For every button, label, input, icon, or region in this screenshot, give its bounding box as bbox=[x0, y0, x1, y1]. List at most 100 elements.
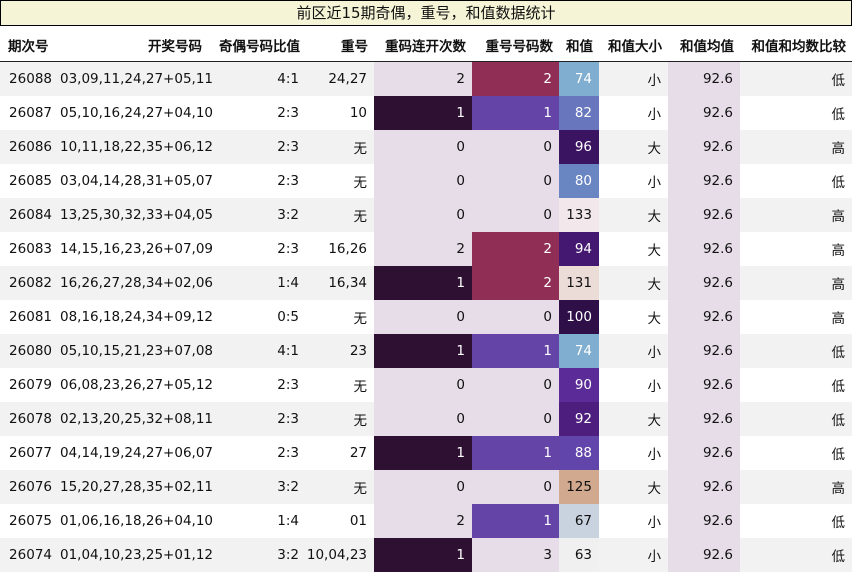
cell-issue: 26084 bbox=[0, 198, 60, 232]
cell-numbers: 03,09,11,24,27+05,11 bbox=[60, 61, 213, 96]
cell-repeat-count: 0 bbox=[472, 130, 559, 164]
cell-avg: 92.6 bbox=[668, 334, 740, 368]
cell-repeat: 无 bbox=[306, 402, 374, 436]
table-row: 26080 05,10,15,21,23+07,08 4:1 23 1 1 74 小 92.6 低 bbox=[0, 334, 852, 368]
cell-consec: 2 bbox=[374, 504, 472, 538]
cell-compare: 低 bbox=[740, 61, 852, 96]
cell-consec: 1 bbox=[374, 436, 472, 470]
cell-repeat-count: 3 bbox=[472, 538, 559, 572]
cell-ratio: 4:1 bbox=[208, 334, 306, 368]
cell-size: 小 bbox=[599, 368, 668, 402]
cell-repeat: 10 bbox=[306, 96, 374, 130]
table-title: 前区近15期奇偶，重号，和值数据统计 bbox=[0, 0, 852, 26]
cell-compare: 低 bbox=[740, 436, 852, 470]
header-compare: 和值和均数比较 bbox=[740, 28, 852, 62]
cell-repeat: 无 bbox=[306, 300, 374, 334]
cell-compare: 高 bbox=[740, 130, 852, 164]
cell-numbers: 05,10,16,24,27+04,10 bbox=[60, 96, 213, 130]
cell-numbers: 05,10,15,21,23+07,08 bbox=[60, 334, 213, 368]
cell-issue: 26076 bbox=[0, 470, 60, 504]
table-row: 26086 10,11,18,22,35+06,12 2:3 无 0 0 96 大 92.6 高 bbox=[0, 130, 852, 164]
cell-compare: 低 bbox=[740, 96, 852, 130]
cell-consec: 2 bbox=[374, 61, 472, 96]
table-row: 26083 14,15,16,23,26+07,09 2:3 16,26 2 2 94 大 92… bbox=[0, 232, 852, 266]
cell-consec: 0 bbox=[374, 368, 472, 402]
cell-compare: 低 bbox=[740, 334, 852, 368]
cell-sum: 90 bbox=[559, 368, 599, 402]
cell-sum: 100 bbox=[559, 300, 599, 334]
cell-issue: 26082 bbox=[0, 266, 60, 300]
cell-compare: 高 bbox=[740, 266, 852, 300]
cell-numbers: 03,04,14,28,31+05,07 bbox=[60, 164, 213, 198]
cell-repeat-count: 0 bbox=[472, 368, 559, 402]
cell-consec: 0 bbox=[374, 470, 472, 504]
header-consec: 重码连开次数 bbox=[374, 28, 472, 62]
cell-consec: 1 bbox=[374, 266, 472, 300]
cell-size: 大 bbox=[599, 300, 668, 334]
cell-numbers: 04,14,19,24,27+06,07 bbox=[60, 436, 213, 470]
cell-compare: 低 bbox=[740, 402, 852, 436]
cell-ratio: 1:4 bbox=[208, 504, 306, 538]
cell-repeat-count: 2 bbox=[472, 232, 559, 266]
stats-table: 期次号 开奖号码 奇偶号码比值 重号 重码连开次数 重号号码数 和值 和值大小 … bbox=[0, 28, 852, 572]
cell-repeat: 无 bbox=[306, 470, 374, 504]
cell-ratio: 2:3 bbox=[208, 368, 306, 402]
cell-ratio: 4:1 bbox=[208, 61, 306, 96]
cell-avg: 92.6 bbox=[668, 368, 740, 402]
header-size: 和值大小 bbox=[599, 28, 668, 62]
cell-ratio: 2:3 bbox=[208, 436, 306, 470]
cell-ratio: 1:4 bbox=[208, 266, 306, 300]
cell-sum: 133 bbox=[559, 198, 599, 232]
cell-size: 小 bbox=[599, 164, 668, 198]
cell-compare: 高 bbox=[740, 198, 852, 232]
cell-sum: 67 bbox=[559, 504, 599, 538]
table-row: 26074 01,04,10,23,25+01,12 3:2 10,04,23 1 3 63… bbox=[0, 538, 852, 572]
cell-repeat: 10,04,23 bbox=[306, 538, 374, 572]
cell-issue: 26086 bbox=[0, 130, 60, 164]
cell-ratio: 0:5 bbox=[208, 300, 306, 334]
cell-sum: 96 bbox=[559, 130, 599, 164]
cell-avg: 92.6 bbox=[668, 300, 740, 334]
cell-repeat-count: 0 bbox=[472, 300, 559, 334]
cell-sum: 94 bbox=[559, 232, 599, 266]
cell-repeat-count: 0 bbox=[472, 198, 559, 232]
cell-consec: 0 bbox=[374, 164, 472, 198]
cell-size: 小 bbox=[599, 538, 668, 572]
header-numbers: 开奖号码 bbox=[60, 28, 208, 62]
cell-avg: 92.6 bbox=[668, 96, 740, 130]
cell-compare: 低 bbox=[740, 538, 852, 572]
cell-ratio: 3:2 bbox=[208, 538, 306, 572]
table-body: 26088 03,09,11,24,27+05,11 4:1 24,27 2 2 74 小 92… bbox=[0, 61, 852, 572]
cell-sum: 131 bbox=[559, 266, 599, 300]
cell-size: 大 bbox=[599, 232, 668, 266]
header-sum: 和值 bbox=[559, 28, 599, 62]
header-repeat-count: 重号号码数 bbox=[472, 28, 559, 62]
cell-compare: 低 bbox=[740, 504, 852, 538]
cell-repeat: 24,27 bbox=[306, 61, 374, 96]
cell-repeat: 27 bbox=[306, 436, 374, 470]
cell-size: 大 bbox=[599, 266, 668, 300]
cell-consec: 1 bbox=[374, 96, 472, 130]
cell-ratio: 2:3 bbox=[208, 402, 306, 436]
cell-avg: 92.6 bbox=[668, 538, 740, 572]
header-repeat: 重号 bbox=[306, 28, 374, 62]
cell-ratio: 2:3 bbox=[208, 96, 306, 130]
cell-issue: 26083 bbox=[0, 232, 60, 266]
cell-repeat: 23 bbox=[306, 334, 374, 368]
cell-avg: 92.6 bbox=[668, 402, 740, 436]
cell-issue: 26078 bbox=[0, 402, 60, 436]
table-row: 26085 03,04,14,28,31+05,07 2:3 无 0 0 80 小 92.6 低 bbox=[0, 164, 852, 198]
cell-size: 大 bbox=[599, 130, 668, 164]
cell-consec: 2 bbox=[374, 232, 472, 266]
cell-avg: 92.6 bbox=[668, 61, 740, 96]
cell-consec: 1 bbox=[374, 538, 472, 572]
cell-repeat-count: 0 bbox=[472, 470, 559, 504]
cell-avg: 92.6 bbox=[668, 232, 740, 266]
cell-repeat-count: 1 bbox=[472, 334, 559, 368]
cell-repeat-count: 2 bbox=[472, 61, 559, 96]
table-row: 26078 02,13,20,25,32+08,11 2:3 无 0 0 92 大 92.6 低 bbox=[0, 402, 852, 436]
cell-repeat-count: 2 bbox=[472, 266, 559, 300]
cell-ratio: 2:3 bbox=[208, 130, 306, 164]
cell-repeat-count: 1 bbox=[472, 436, 559, 470]
cell-avg: 92.6 bbox=[668, 266, 740, 300]
